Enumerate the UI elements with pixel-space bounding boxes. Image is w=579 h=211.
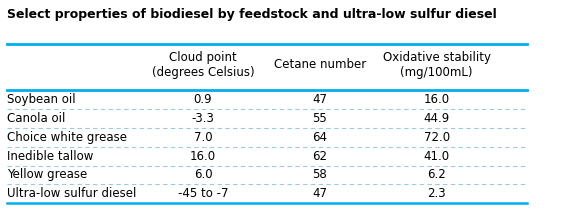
Text: 47: 47 — [312, 93, 327, 106]
Text: Cloud point
(degrees Celsius): Cloud point (degrees Celsius) — [152, 51, 254, 79]
Text: Canola oil: Canola oil — [7, 112, 65, 125]
Text: Select properties of biodiesel by feedstock and ultra-low sulfur diesel: Select properties of biodiesel by feedst… — [7, 8, 496, 21]
Text: Oxidative stability
(mg/100mL): Oxidative stability (mg/100mL) — [383, 51, 490, 79]
Text: 58: 58 — [313, 169, 327, 181]
Text: 44.9: 44.9 — [423, 112, 450, 125]
Text: Yellow grease: Yellow grease — [7, 169, 87, 181]
Text: 6.0: 6.0 — [194, 169, 212, 181]
Text: Soybean oil: Soybean oil — [7, 93, 75, 106]
Text: 64: 64 — [312, 131, 327, 144]
Text: -3.3: -3.3 — [192, 112, 214, 125]
Text: 2.3: 2.3 — [427, 187, 446, 200]
Text: 16.0: 16.0 — [423, 93, 450, 106]
Text: 16.0: 16.0 — [190, 150, 216, 163]
Text: 47: 47 — [312, 187, 327, 200]
Text: 72.0: 72.0 — [423, 131, 450, 144]
Text: 7.0: 7.0 — [194, 131, 212, 144]
Text: 62: 62 — [312, 150, 327, 163]
Text: 6.2: 6.2 — [427, 169, 446, 181]
Text: Ultra-low sulfur diesel: Ultra-low sulfur diesel — [7, 187, 136, 200]
Text: Cetane number: Cetane number — [274, 58, 366, 71]
Text: 55: 55 — [313, 112, 327, 125]
Text: 41.0: 41.0 — [423, 150, 450, 163]
Text: Choice white grease: Choice white grease — [7, 131, 127, 144]
Text: -45 to -7: -45 to -7 — [178, 187, 228, 200]
Text: 0.9: 0.9 — [194, 93, 212, 106]
Text: Inedible tallow: Inedible tallow — [7, 150, 93, 163]
